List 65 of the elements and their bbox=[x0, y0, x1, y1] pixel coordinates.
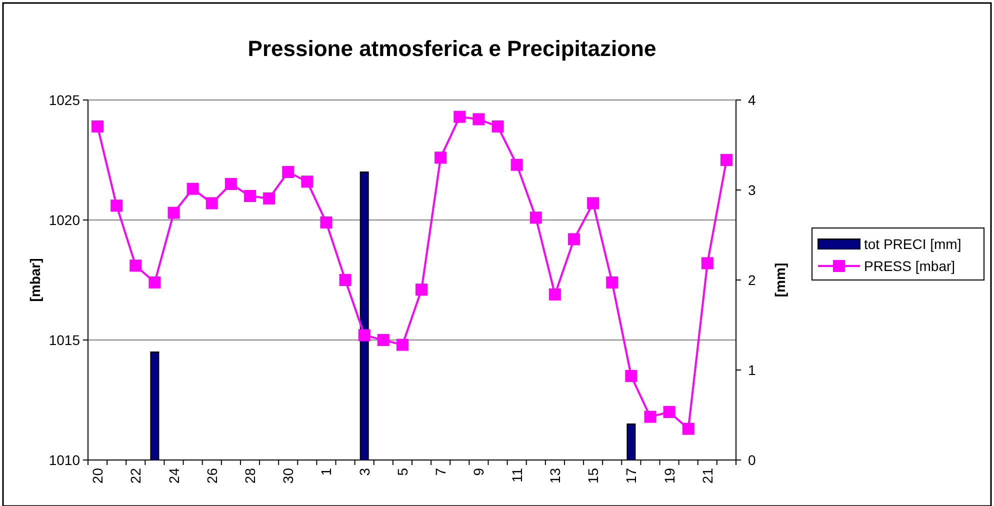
x-tick-label: 26 bbox=[204, 468, 220, 484]
chart-title: Pressione atmosferica e Precipitazione bbox=[248, 36, 656, 61]
point bbox=[625, 370, 638, 382]
x-tick-label: 15 bbox=[585, 468, 602, 484]
point bbox=[720, 154, 732, 166]
point bbox=[186, 182, 199, 195]
point bbox=[377, 334, 390, 346]
point bbox=[320, 216, 332, 228]
point bbox=[130, 260, 142, 272]
y-tick-label: 1025 bbox=[48, 92, 80, 108]
point bbox=[396, 338, 408, 351]
y-tick-label: 1020 bbox=[48, 212, 80, 228]
y2-tick-label: 3 bbox=[748, 182, 756, 198]
x-tick-label: 3 bbox=[356, 468, 372, 476]
point bbox=[206, 197, 218, 210]
y2-axis-title: [mm] bbox=[772, 262, 788, 298]
point bbox=[339, 274, 352, 286]
y-tick-label: 1015 bbox=[48, 332, 80, 348]
point bbox=[224, 178, 237, 190]
point bbox=[682, 422, 694, 435]
y-tick-label: 1010 bbox=[48, 452, 80, 468]
x-tick-label: 7 bbox=[432, 468, 449, 476]
point bbox=[416, 284, 428, 296]
y2-tick-label: 4 bbox=[748, 92, 756, 108]
x-tick-label: 1 bbox=[318, 468, 334, 476]
y-axis-title: [mbar] bbox=[27, 258, 43, 302]
point bbox=[301, 176, 314, 188]
point bbox=[568, 233, 580, 246]
y2-tick-label: 0 bbox=[748, 452, 756, 468]
point bbox=[110, 200, 123, 212]
x-tick-label: 20 bbox=[90, 468, 106, 484]
x-tick-label: 28 bbox=[242, 468, 258, 484]
legend-label: tot PRECI [mm] bbox=[864, 236, 962, 252]
y2-tick-label: 2 bbox=[748, 272, 756, 288]
point bbox=[454, 110, 466, 123]
point bbox=[548, 288, 561, 300]
x-tick-label: 22 bbox=[128, 468, 144, 484]
point bbox=[530, 212, 542, 224]
x-tick-label: 11 bbox=[508, 468, 525, 483]
x-tick-label: 17 bbox=[623, 468, 640, 484]
y2-tick-label: 1 bbox=[748, 362, 756, 378]
point bbox=[434, 152, 447, 164]
x-tick-label: 9 bbox=[470, 468, 487, 476]
point bbox=[663, 406, 676, 418]
x-tick-label: 19 bbox=[661, 468, 678, 484]
point bbox=[168, 206, 180, 219]
x-tick-label: 13 bbox=[546, 468, 563, 484]
point bbox=[148, 276, 161, 288]
point bbox=[492, 120, 504, 132]
x-tick-label: 5 bbox=[394, 468, 410, 476]
legend-label: PRESS [mbar] bbox=[864, 258, 956, 274]
point bbox=[472, 113, 485, 126]
point bbox=[587, 197, 600, 210]
point bbox=[263, 192, 276, 204]
point bbox=[282, 166, 294, 178]
point bbox=[510, 158, 523, 171]
x-tick-label: 30 bbox=[280, 468, 296, 484]
x-tick-label: 24 bbox=[166, 468, 182, 484]
point bbox=[701, 257, 714, 270]
point bbox=[358, 329, 370, 342]
point bbox=[644, 410, 656, 423]
point bbox=[92, 120, 104, 132]
point bbox=[244, 190, 256, 202]
x-tick-label: 21 bbox=[699, 468, 716, 484]
point bbox=[606, 276, 618, 288]
